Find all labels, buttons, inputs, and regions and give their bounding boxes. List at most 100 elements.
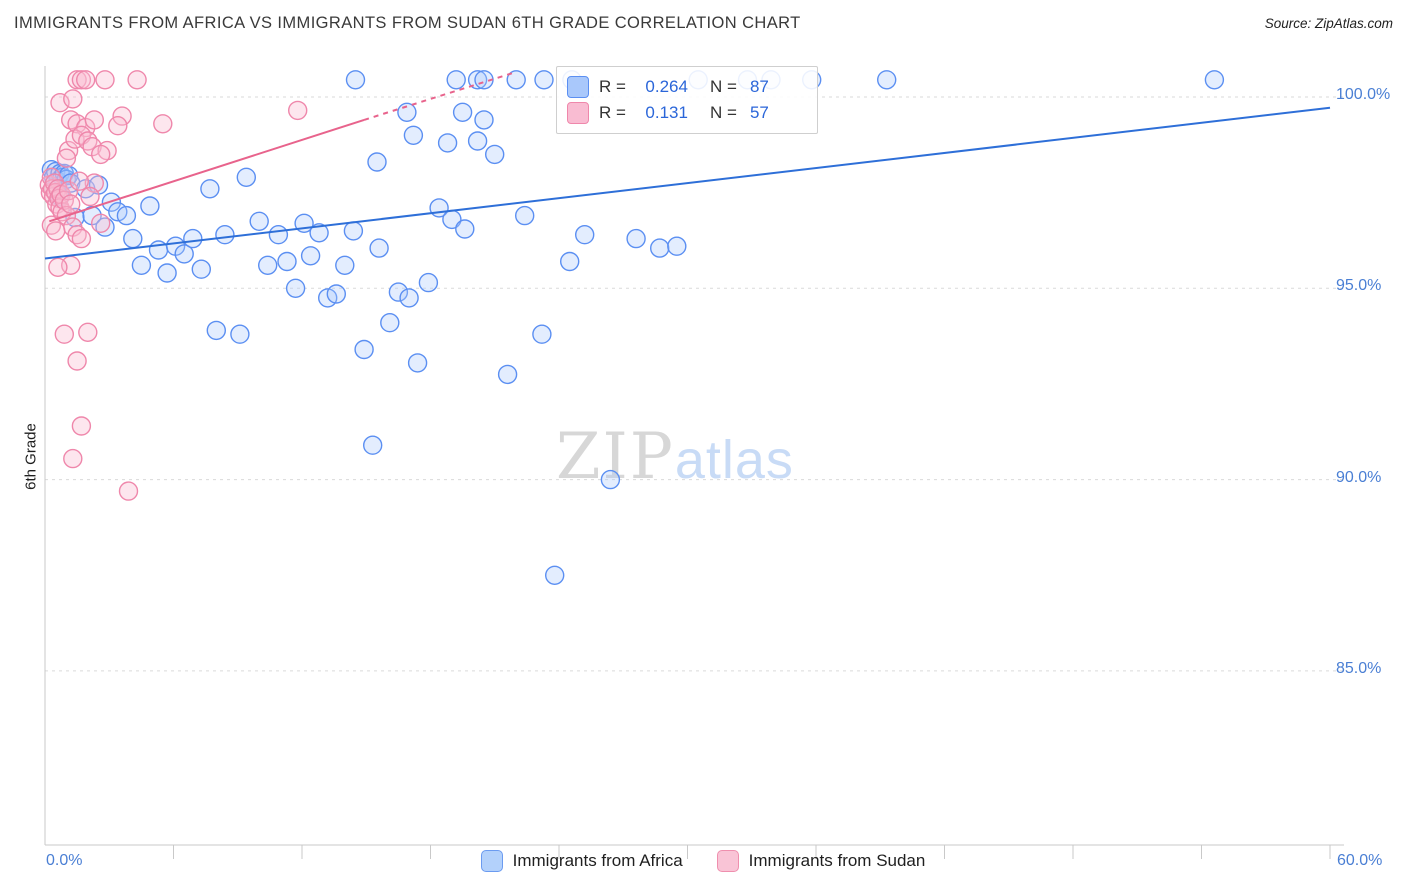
data-point-africa (1204, 70, 1225, 90)
data-point-africa (545, 565, 565, 585)
data-point-sudan (127, 70, 147, 90)
data-point-sudan (54, 324, 75, 344)
correlation-stats-box: R = 0.264 N = 87 R = 0.131 N = 57 (556, 66, 818, 134)
n-label: N = (709, 103, 737, 122)
n-value-sudan: 57 (749, 103, 769, 122)
data-point-africa (667, 236, 687, 256)
data-point-africa (206, 320, 227, 341)
data-point-africa (407, 353, 428, 373)
data-point-africa (363, 435, 383, 455)
data-point-africa (560, 251, 580, 272)
data-point-sudan (84, 110, 105, 130)
data-point-africa (467, 70, 488, 90)
data-point-africa (140, 196, 160, 216)
page-title: IMMIGRANTS FROM AFRICA VS IMMIGRANTS FRO… (14, 14, 801, 32)
data-point-sudan (95, 70, 115, 90)
trend-line-africa (44, 106, 1331, 260)
data-point-sudan (56, 148, 77, 168)
data-point-sudan (71, 70, 92, 90)
data-point-sudan (69, 171, 90, 191)
data-point-africa (497, 364, 518, 385)
data-point-africa (650, 238, 670, 258)
data-point-africa (532, 324, 552, 344)
n-value-africa: 87 (749, 77, 769, 96)
data-point-africa (367, 152, 387, 172)
watermark-zip: ZIP (556, 420, 675, 494)
data-point-sudan (71, 416, 92, 436)
stats-row-africa: R = 0.264 N = 87 (567, 74, 807, 100)
source-attribution: Source: ZipAtlas.com (1264, 16, 1393, 31)
data-point-africa (369, 238, 389, 258)
r-label: R = (599, 103, 626, 122)
data-point-africa (388, 282, 409, 302)
data-point-africa (123, 228, 143, 249)
data-point-africa (249, 211, 269, 232)
data-point-africa (300, 246, 321, 266)
series-legend: Immigrants from Africa Immigrants from S… (0, 850, 1406, 872)
watermark: ZIPatlas (556, 420, 794, 494)
x-axis-min-label: 0.0% (46, 852, 83, 869)
r-value-sudan: 0.131 (645, 103, 688, 122)
data-point-africa (600, 469, 621, 490)
data-point-africa (285, 278, 306, 298)
data-point-africa (343, 221, 364, 241)
data-point-africa (354, 339, 374, 360)
sudan-legend-swatch (716, 850, 739, 872)
data-point-sudan (153, 114, 173, 134)
data-point-africa (534, 70, 554, 90)
n-label: N = (709, 77, 737, 96)
r-label: R = (599, 77, 626, 96)
data-point-africa (485, 144, 505, 165)
data-point-sudan (78, 322, 98, 342)
data-point-africa (506, 70, 526, 90)
data-point-africa (116, 205, 137, 226)
data-point-sudan (288, 100, 308, 121)
legend-item-sudan: Immigrants from Sudan (716, 850, 926, 872)
data-point-africa (236, 167, 257, 188)
data-point-africa (446, 70, 466, 90)
data-point-africa (418, 272, 439, 293)
data-point-africa (191, 259, 212, 279)
data-point-sudan (75, 70, 96, 90)
data-point-africa (403, 125, 424, 146)
data-point-africa (455, 219, 475, 239)
data-point-sudan (80, 186, 100, 207)
sudan-legend-label: Immigrants from Sudan (748, 851, 926, 870)
data-point-africa (877, 70, 897, 90)
data-point-sudan (112, 106, 132, 126)
y-tick-label: 100.0% (1336, 85, 1391, 103)
data-point-africa (230, 324, 250, 344)
africa-swatch (567, 76, 589, 98)
data-point-africa (335, 255, 355, 275)
sudan-swatch (567, 102, 589, 124)
data-point-sudan (118, 481, 139, 501)
data-point-africa (326, 284, 346, 304)
data-point-africa (452, 102, 473, 123)
data-point-africa (437, 133, 458, 153)
data-point-africa (131, 255, 152, 275)
data-point-sudan (71, 228, 92, 249)
data-point-africa (157, 263, 177, 283)
data-point-africa (268, 224, 289, 245)
data-point-sudan (108, 115, 128, 136)
data-point-sudan (58, 140, 79, 161)
data-point-africa (183, 228, 203, 249)
data-point-africa (345, 70, 366, 90)
data-point-africa (575, 224, 595, 245)
y-tick-label: 90.0% (1336, 468, 1382, 486)
data-point-sudan (46, 221, 66, 241)
data-point-africa (309, 223, 329, 243)
x-axis-max-label: 60.0% (1337, 852, 1383, 869)
data-point-sudan (90, 144, 111, 165)
data-point-africa (515, 205, 535, 226)
y-tick-label: 95.0% (1336, 277, 1382, 295)
data-point-sudan (48, 257, 68, 277)
data-point-sudan (63, 448, 83, 469)
data-point-africa (277, 251, 297, 272)
data-point-sudan (63, 89, 83, 109)
data-point-africa (399, 288, 419, 308)
data-point-sudan (67, 351, 87, 371)
data-point-africa (174, 244, 194, 264)
r-value-africa: 0.264 (645, 77, 688, 96)
